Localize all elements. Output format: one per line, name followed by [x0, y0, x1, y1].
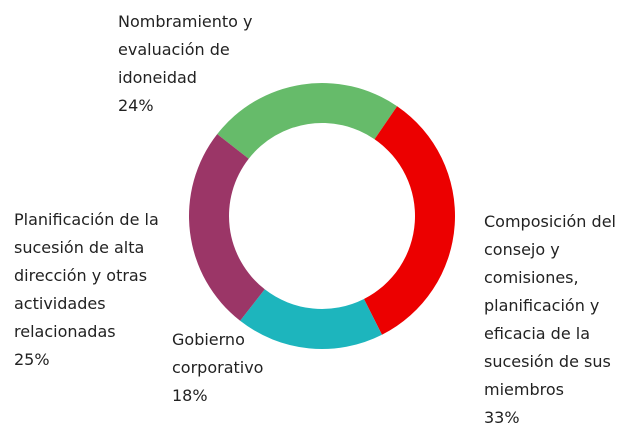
value-label: 25%: [14, 350, 50, 369]
category-label: Gobierno corporativo: [172, 330, 264, 377]
category-label: Planificación de la sucesión de alta dir…: [14, 210, 159, 341]
slice: [363, 106, 455, 335]
slice-label: Nombramiento y evaluación de idoneidad 24…: [118, 8, 293, 120]
slice-label: Composición del consejo y comisiones, pl…: [484, 208, 638, 428]
value-label: 24%: [118, 96, 154, 115]
category-label: Composición del consejo y comisiones, pl…: [484, 212, 616, 399]
slice-label: Planificación de la sucesión de alta dir…: [14, 206, 172, 374]
slice-label: Gobierno corporativo 18%: [172, 326, 292, 410]
slice: [188, 134, 265, 321]
category-label: Nombramiento y evaluación de idoneidad: [118, 12, 253, 87]
slice: [217, 82, 398, 159]
value-label: 33%: [484, 408, 520, 427]
slice: [240, 289, 382, 349]
value-label: 18%: [172, 386, 208, 405]
